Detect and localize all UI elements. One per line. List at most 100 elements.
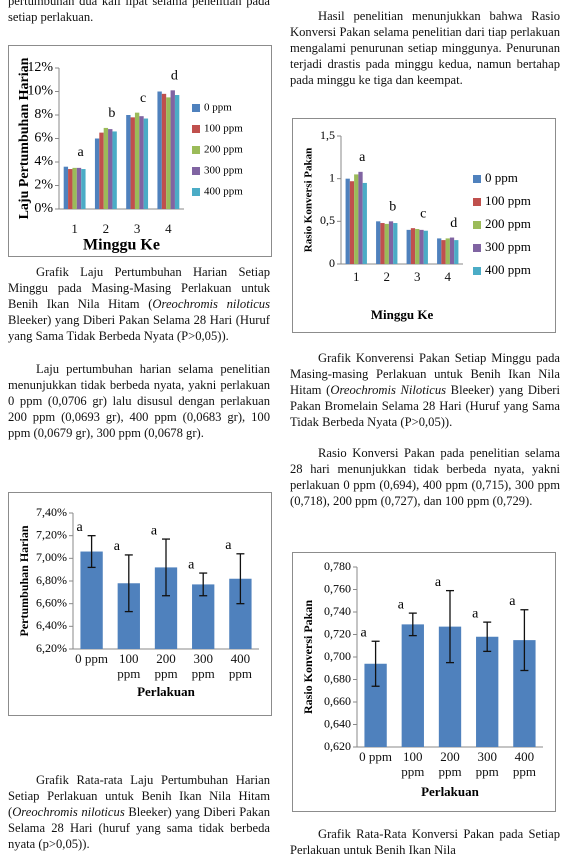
annotation: a <box>509 594 516 609</box>
y-tick-label: 0,660 <box>324 694 351 708</box>
y-tick-label: 0,720 <box>324 626 351 640</box>
bar <box>166 97 171 209</box>
annotation: a <box>359 150 366 165</box>
annotation: a <box>76 520 83 535</box>
y-tick-label: 1,5 <box>320 128 335 142</box>
x-tick-label: 100 ppm <box>117 651 141 681</box>
chart-frame: 0 0,5 1 1,5 a b c d 0 ppm 100 ppm 200 ppm 300 ppm 40… <box>292 118 556 333</box>
bar <box>349 181 355 264</box>
legend-label: 100 ppm <box>485 193 531 208</box>
annotation: a <box>78 145 85 160</box>
bar <box>438 626 462 747</box>
text-span: Grafik Konverensi Pakan Setiap Minggu pa… <box>290 351 560 397</box>
text-span: Bleeker) yang Diberi Pakan Bromelain Sel… <box>290 383 561 429</box>
annotation: d <box>450 216 457 231</box>
legend-swatch <box>192 125 200 133</box>
caption: Grafik Rata-Rata Konversi Pakan pada Set… <box>290 826 560 858</box>
y-tick-label: 7,00% <box>36 550 67 564</box>
x-axis-label: Minggu Ke <box>371 307 434 322</box>
x-tick-label: 300 ppm <box>475 749 499 779</box>
bar <box>423 230 428 264</box>
y-tick-label: 6,20% <box>36 641 67 655</box>
bar <box>80 551 103 649</box>
x-tick-label: 400 ppm <box>228 651 252 681</box>
x-tick-label: 300 ppm <box>191 651 215 681</box>
y-axis-label: Laju Pertumbuhan Harian <box>17 57 32 219</box>
caption: Grafik Rata-rata Laju Pertumbuhan Harian… <box>8 772 270 852</box>
bar <box>117 583 140 649</box>
bar <box>376 221 381 264</box>
y-tick-label: 6,60% <box>36 595 67 609</box>
bar <box>157 91 162 209</box>
italic-text: Oreochromis niloticus <box>12 805 125 819</box>
x-tick-label: 4 <box>165 221 172 236</box>
top-text: pertumbuhan dua kali lipat selama peneli… <box>8 0 270 24</box>
chart-frame: 6,20% 6,40% 6,60% 6,80% 7,00% 7,20% 7,40% a a a a a… <box>8 492 272 716</box>
bar <box>380 223 385 264</box>
text-span: Grafik Rata-rata Laju Pertumbuhan Harian… <box>8 773 270 819</box>
annotation: a <box>114 539 121 554</box>
text-span: Bleeker) yang Diberi Pakan Selama 28 Har… <box>8 805 270 851</box>
annotation: c <box>140 91 146 106</box>
legend-label: 0 ppm <box>485 170 518 185</box>
italic-text: Oreochromis Niloticus <box>330 383 447 397</box>
legend-label: 400 ppm <box>204 186 243 198</box>
bar <box>154 567 178 649</box>
y-tick-label: 1 <box>329 170 335 184</box>
bar <box>68 169 73 209</box>
legend-swatch <box>473 198 481 206</box>
bar <box>130 117 135 209</box>
x-axis-label: Perlakuan <box>137 684 196 699</box>
y-tick-label: 2% <box>34 178 53 193</box>
bar <box>354 174 359 264</box>
bar <box>454 240 459 264</box>
annotation: b <box>389 200 396 215</box>
legend-swatch <box>192 104 200 112</box>
bar <box>513 640 536 747</box>
caption: Grafik Laju Pertumbuhan Harian Setiap Mi… <box>8 264 270 344</box>
legend-swatch <box>192 146 200 154</box>
text-span: Grafik Laju Pertumbuhan Harian Setiap Mi… <box>8 265 270 311</box>
bar <box>94 138 100 209</box>
legend-swatch <box>192 167 200 175</box>
x-tick-label: 0 ppm <box>359 749 393 764</box>
annotation: d <box>171 69 178 84</box>
bar <box>143 118 149 209</box>
bar <box>63 166 69 209</box>
bar <box>72 167 77 209</box>
annotation: a <box>360 625 367 640</box>
y-tick-label: 0,620 <box>324 739 351 753</box>
y-tick-label: 8% <box>34 107 53 122</box>
annotation: b <box>108 106 115 121</box>
y-tick-label: 0,5 <box>320 213 335 227</box>
y-axis-label: Rasio Konversi Pakan <box>301 600 315 714</box>
chart-frame: 0,620 0,640 0,660 0,680 0,700 0,720 0,740 0,760… <box>292 552 556 812</box>
y-tick-label: 7,20% <box>36 527 67 541</box>
legend-label: 0 ppm <box>204 102 232 114</box>
italic-text: Oreochromis niloticus <box>152 297 270 311</box>
x-tick-label: 1 <box>71 221 78 236</box>
bar <box>139 116 144 209</box>
x-axis-label: Perlakuan <box>421 784 480 799</box>
x-tick-label: 2 <box>102 221 110 236</box>
bar <box>229 578 252 649</box>
chart: 0% 2% 4% 6% 8% 10% 12% a b c d 0 ppm 100 ppm 200 ppm 3… <box>17 57 243 253</box>
legend-label: 300 ppm <box>485 239 531 254</box>
bar <box>358 171 363 264</box>
annotation: a <box>472 606 479 621</box>
bar <box>393 223 398 264</box>
bar <box>170 90 175 209</box>
annotation: a <box>435 575 442 590</box>
y-tick-label: 0,780 <box>324 559 351 573</box>
paragraph: Laju pertumbuhan harian selama penelitia… <box>8 362 270 440</box>
y-tick-label: 0,740 <box>324 604 351 618</box>
y-tick-label: 0,760 <box>324 581 351 595</box>
annotation: a <box>151 523 158 538</box>
x-tick-label: 3 <box>414 269 421 284</box>
legend-swatch <box>473 267 481 275</box>
legend-label: 400 ppm <box>485 262 531 277</box>
bar <box>134 112 140 209</box>
paragraph: Rasio Konversi Pakan pada penelitian sel… <box>290 446 560 508</box>
y-axis-label: Pertumbuhan Harian <box>17 525 31 636</box>
